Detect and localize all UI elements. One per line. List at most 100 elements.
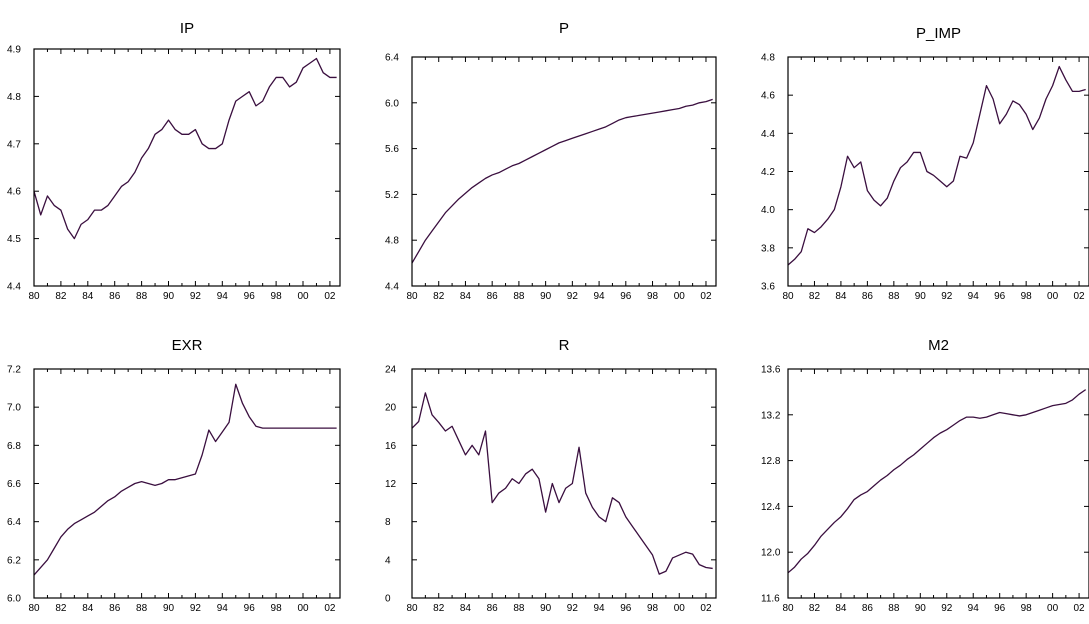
x-tick-label: 94 [968,603,980,614]
x-tick-label: 88 [136,603,148,614]
x-tick-label: 96 [994,291,1006,302]
series-line [787,389,1087,574]
x-tick-label: 92 [190,603,202,614]
series-line [411,392,713,575]
series-line [411,98,713,264]
x-tick-label: 80 [28,603,40,614]
x-tick-label: 00 [297,603,309,614]
x-tick-label: 00 [674,603,686,614]
plot-frame [33,48,341,287]
y-tick-label: 7.0 [7,403,21,414]
x-tick-label: 92 [941,603,953,614]
x-tick-label: 88 [888,603,900,614]
series-line [33,57,337,240]
y-tick-label: 5.6 [385,144,399,155]
series-line [787,65,1086,266]
y-tick-label: 4.7 [7,139,21,150]
plot-frame [787,56,1089,287]
x-tick-label: 82 [55,291,67,302]
x-tick-label: 80 [406,603,418,614]
x-tick-label: 92 [941,291,953,302]
y-tick-label: 3.6 [761,282,775,293]
x-tick-label: 00 [674,291,686,302]
x-tick-label: 86 [487,603,499,614]
x-tick-label: 82 [809,291,821,302]
plot-frame [411,368,717,599]
x-tick-label: 98 [647,603,659,614]
y-tick-label: 4.6 [761,91,775,102]
x-tick-label: 94 [594,603,606,614]
x-tick-label: 88 [888,291,900,302]
x-tick-label: 00 [1047,603,1059,614]
y-tick-label: 4.8 [385,236,399,247]
x-tick-label: 94 [594,291,606,302]
chart-panel-exr: EXR 6.0 6.2 6.4 6.6 6.8 7.0 7.2 80 82 84 86 88 90 92 94… [7,337,341,614]
x-tick-label: 80 [782,603,794,614]
y-tick-label: 3.8 [761,243,775,254]
x-tick-label: 82 [55,603,67,614]
y-tick-label: 4 [385,555,391,566]
x-tick-label: 90 [915,603,927,614]
y-tick-label: 4.4 [761,129,775,140]
x-tick-label: 98 [1021,291,1033,302]
plot-frame [411,56,717,287]
chart-panel-p-imp: P_IMP 3.6 3.8 4.0 4.2 4.4 4.6 4.8 80 82 84 86 88 90 92… [761,25,1089,302]
y-tick-label: 4.8 [761,53,775,64]
x-tick-label: 96 [994,603,1006,614]
x-tick-label: 80 [28,291,40,302]
chart-title: M2 [928,337,949,354]
x-tick-label: 80 [406,291,418,302]
y-tick-label: 13.6 [761,365,781,376]
x-tick-label: 96 [244,603,256,614]
x-tick-label: 02 [700,291,712,302]
y-tick-label: 4.4 [385,282,399,293]
chart-panel-ip: IP 4.4 4.5 4.6 4.7 4.8 4.9 80 82 84 86 88 90 92 94 96 98… [7,20,341,302]
x-tick-label: 92 [190,291,202,302]
plot-frame [33,368,341,599]
x-tick-label: 02 [1074,603,1086,614]
x-tick-label: 02 [324,291,336,302]
y-tick-label: 13.2 [761,410,781,421]
y-tick-label: 4.5 [7,234,21,245]
y-tick-label: 6.6 [7,479,21,490]
x-tick-label: 86 [487,291,499,302]
x-tick-label: 86 [109,291,121,302]
x-tick-label: 00 [1047,291,1059,302]
x-tick-label: 00 [297,291,309,302]
series-line [33,383,337,576]
chart-title: R [559,337,570,354]
y-tick-label: 4.2 [761,167,775,178]
x-tick-label: 82 [433,291,445,302]
x-tick-label: 94 [217,291,229,302]
x-tick-label: 96 [620,603,632,614]
y-tick-label: 6.8 [7,441,21,452]
x-tick-label: 02 [324,603,336,614]
x-tick-label: 98 [647,291,659,302]
chart-title: P_IMP [916,25,961,42]
x-tick-label: 90 [915,291,927,302]
chart-panel-m2: M2 11.6 12.0 12.4 12.8 13.2 13.6 80 82 84 86 88 90 92… [761,337,1089,614]
x-tick-label: 86 [862,603,874,614]
chart-panel-p: P 4.4 4.8 5.2 5.6 6.0 6.4 80 82 84 86 88 90 92 94 96 98 0… [385,20,717,302]
y-tick-label: 6.0 [7,594,21,605]
chart-panel-r: R 0 4 8 12 16 20 24 80 82 84 86 88 90 92 94 96 98 00 02 [385,337,717,614]
y-tick-label: 6.4 [385,53,399,64]
x-tick-label: 92 [567,291,579,302]
x-tick-label: 84 [82,291,94,302]
y-tick-label: 4.4 [7,282,21,293]
y-tick-label: 6.0 [385,98,399,109]
y-tick-label: 0 [385,594,391,605]
y-tick-label: 12.4 [761,502,781,513]
x-tick-label: 84 [460,603,472,614]
x-tick-label: 02 [1074,291,1086,302]
x-tick-label: 88 [513,603,525,614]
x-tick-label: 86 [109,603,121,614]
y-tick-label: 7.2 [7,365,21,376]
x-tick-label: 88 [136,291,148,302]
y-tick-label: 8 [385,517,391,528]
chart-title: EXR [172,337,203,354]
x-tick-label: 98 [271,291,283,302]
y-tick-label: 16 [385,441,397,452]
